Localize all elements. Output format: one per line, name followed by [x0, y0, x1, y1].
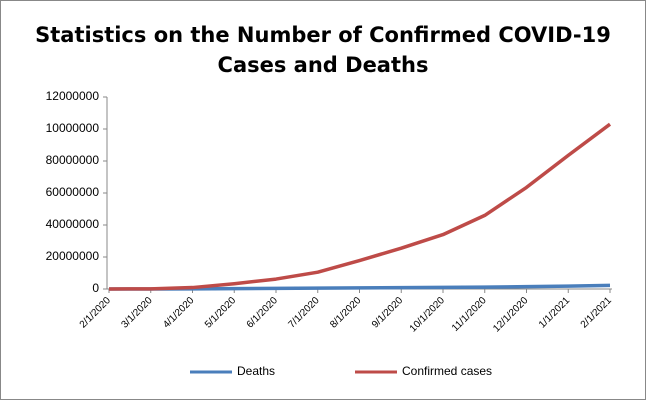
y-tick-label: 10000000 — [46, 121, 100, 135]
y-tick-label: 0 — [92, 281, 99, 295]
series-line — [108, 122, 612, 291]
legend-label: Deaths — [237, 364, 275, 378]
legend-label: Confirmed cases — [402, 364, 492, 378]
y-tick-label: 60000000 — [46, 185, 100, 199]
y-tick-label: 12000000 — [46, 89, 100, 103]
y-tick-label: 80000000 — [46, 153, 100, 167]
chart-title: Statistics on the Number of Confirmed CO… — [35, 23, 611, 47]
chart-title: Cases and Deaths — [218, 53, 429, 77]
y-tick-label: 20000000 — [46, 249, 100, 263]
y-tick-label: 40000000 — [46, 217, 100, 231]
